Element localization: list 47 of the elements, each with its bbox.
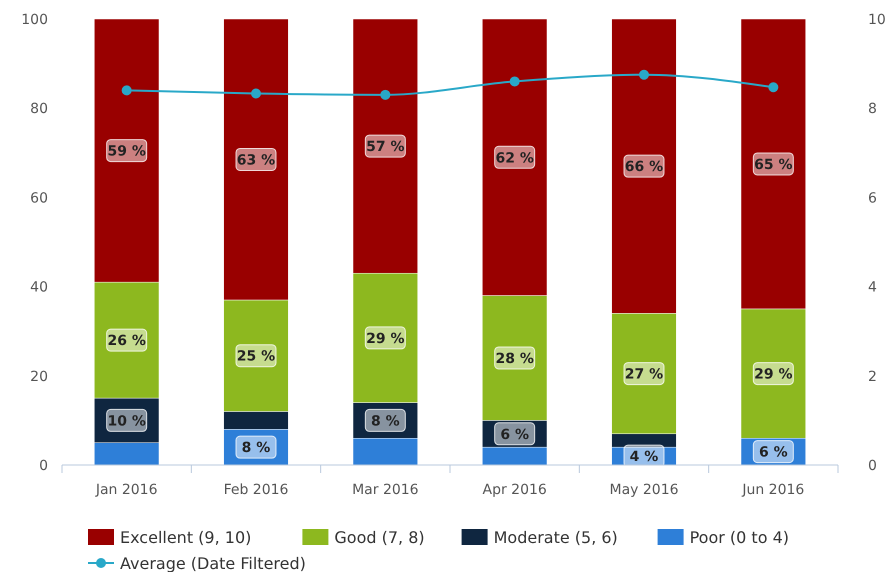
legend-label: Moderate (5, 6) xyxy=(494,528,618,547)
x-tick-label: Feb 2016 xyxy=(224,482,289,498)
data-label: 10 % xyxy=(107,413,146,430)
data-label: 66 % xyxy=(624,159,664,176)
y2-tick-label: 8 xyxy=(868,101,877,118)
data-label: 29 % xyxy=(754,366,793,383)
point xyxy=(510,76,520,86)
data-label: 57 % xyxy=(366,139,405,156)
y2-tick-label: 2 xyxy=(868,368,877,385)
y-tick-label: 20 xyxy=(30,368,48,385)
y-tick-label: 80 xyxy=(30,101,48,118)
y2-tick-label: 10 xyxy=(868,12,886,28)
y-tick-label: 60 xyxy=(30,190,48,206)
data-label: 6 % xyxy=(500,426,529,443)
data-label: 62 % xyxy=(495,150,534,166)
data-label: 8 % xyxy=(371,413,400,430)
x-tick-label: Jan 2016 xyxy=(94,482,158,498)
y-tick-label: 0 xyxy=(39,458,48,474)
data-label: 63 % xyxy=(236,152,276,168)
data-label: 29 % xyxy=(366,330,405,347)
data-label: 27 % xyxy=(624,366,664,383)
legend-label: Good (7, 8) xyxy=(334,528,425,547)
data-label: 26 % xyxy=(107,333,146,350)
data-label: 28 % xyxy=(495,350,534,367)
legend-label: Average (Date Filtered) xyxy=(120,554,306,572)
point xyxy=(122,85,132,96)
x-tick-label: Apr 2016 xyxy=(482,482,547,498)
data-label: 4 % xyxy=(630,449,658,466)
x-tick-label: Jun 2016 xyxy=(741,482,804,498)
data-label: 25 % xyxy=(236,348,276,365)
data-label: 6 % xyxy=(759,444,788,461)
point xyxy=(380,90,390,100)
point xyxy=(768,82,778,92)
data-label: 8 % xyxy=(242,440,270,456)
legend-label: Excellent (9, 10) xyxy=(120,528,252,547)
point xyxy=(251,88,261,98)
y-tick-label: 100 xyxy=(21,12,48,28)
y2-tick-label: 6 xyxy=(868,190,877,206)
point xyxy=(639,70,649,80)
x-tick-label: May 2016 xyxy=(609,482,679,498)
y2-tick-label: 0 xyxy=(868,458,877,474)
y-tick-label: 40 xyxy=(30,280,48,296)
x-tick-label: Mar 2016 xyxy=(352,482,419,498)
y2-tick-label: 4 xyxy=(868,280,877,296)
legend-label: Poor (0 to 4) xyxy=(690,528,790,547)
data-label: 59 % xyxy=(107,144,146,160)
data-label: 65 % xyxy=(754,156,793,173)
